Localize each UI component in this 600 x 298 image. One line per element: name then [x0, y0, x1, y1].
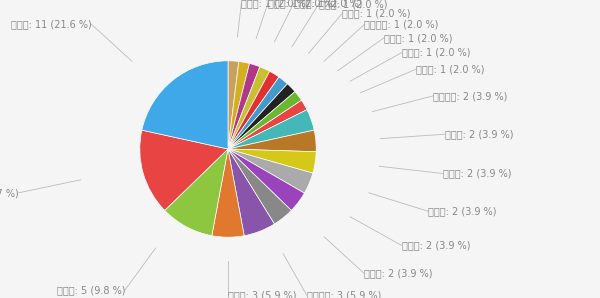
Text: 大阪府: 8 (15.7 %): 大阪府: 8 (15.7 %) [0, 188, 19, 198]
Text: 鹿児島県: 2 (3.9 %): 鹿児島県: 2 (3.9 %) [433, 91, 508, 101]
Wedge shape [228, 110, 314, 149]
Wedge shape [228, 149, 313, 193]
Wedge shape [212, 149, 244, 237]
Text: 神奈川県: 3 (5.9 %): 神奈川県: 3 (5.9 %) [307, 290, 381, 298]
Text: 東京都: 11 (21.6 %): 東京都: 11 (21.6 %) [11, 19, 92, 30]
Wedge shape [228, 100, 307, 149]
Wedge shape [228, 67, 270, 149]
Wedge shape [228, 61, 239, 149]
Text: 奈良県: 1 (2.0 %): 奈良県: 1 (2.0 %) [319, 0, 388, 9]
Text: 和歌山県: 1 (2.0 %): 和歌山県: 1 (2.0 %) [364, 19, 439, 30]
Wedge shape [228, 130, 316, 152]
Text: 千葉県: 3 (5.9 %): 千葉県: 3 (5.9 %) [228, 290, 296, 298]
Wedge shape [228, 91, 302, 149]
Text: 山梨県: 1 (2.0 %): 山梨県: 1 (2.0 %) [294, 0, 362, 8]
Wedge shape [228, 149, 292, 224]
Wedge shape [140, 130, 228, 210]
Text: 群馬県: 1 (2.0 %): 群馬県: 1 (2.0 %) [241, 0, 310, 8]
Text: 愛知県: 5 (9.8 %): 愛知県: 5 (9.8 %) [56, 285, 125, 295]
Text: 福井県: 1 (2.0 %): 福井県: 1 (2.0 %) [268, 0, 337, 8]
Text: 秋田県: 2 (3.9 %): 秋田県: 2 (3.9 %) [428, 206, 497, 216]
Text: 大分県: 2 (3.9 %): 大分県: 2 (3.9 %) [364, 268, 433, 279]
Text: 福岡県: 2 (3.9 %): 福岡県: 2 (3.9 %) [401, 240, 470, 250]
Text: 埼玉県: 1 (2.0 %): 埼玉県: 1 (2.0 %) [343, 8, 411, 18]
Text: 北海道: 1 (2.0 %): 北海道: 1 (2.0 %) [384, 33, 452, 43]
Text: 茨城県: 2 (3.9 %): 茨城県: 2 (3.9 %) [443, 169, 511, 179]
Text: 京都府: 1 (2.0 %): 京都府: 1 (2.0 %) [416, 64, 485, 74]
Wedge shape [228, 84, 295, 149]
Text: 兵庫県: 1 (2.0 %): 兵庫県: 1 (2.0 %) [401, 48, 470, 58]
Wedge shape [228, 71, 279, 149]
Wedge shape [228, 61, 250, 149]
Wedge shape [228, 149, 316, 173]
Wedge shape [228, 149, 274, 236]
Wedge shape [228, 149, 304, 210]
Wedge shape [228, 63, 260, 149]
Wedge shape [164, 149, 228, 236]
Text: 静岡県: 2 (3.9 %): 静岡県: 2 (3.9 %) [445, 129, 513, 139]
Wedge shape [142, 61, 228, 149]
Wedge shape [228, 77, 287, 149]
